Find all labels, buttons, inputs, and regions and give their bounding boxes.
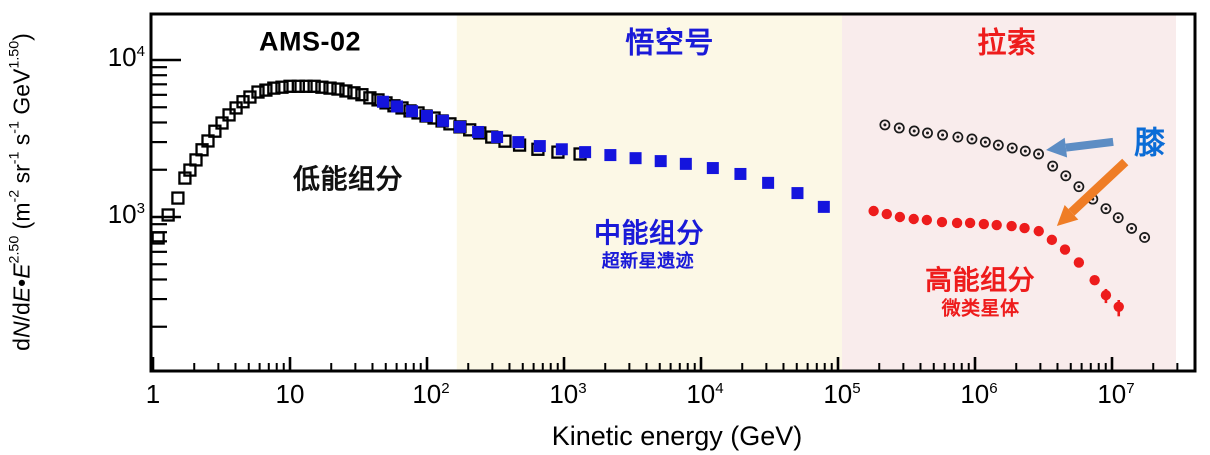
x-tick-label: 103 xyxy=(549,379,587,409)
x-tick-label: 1 xyxy=(145,379,161,409)
series-wukong-mid-energy xyxy=(376,95,830,213)
lhaaso-region-title: 拉索 xyxy=(977,27,1037,60)
x-tick-label: 10 xyxy=(275,379,305,409)
ams02-region-title: AMS-02 xyxy=(259,26,362,57)
x-tick-label: 107 xyxy=(1097,379,1135,409)
knee-arrow-orange xyxy=(1056,158,1129,226)
low-energy-component-label: 低能组分 xyxy=(292,164,403,195)
x-tick-label: 105 xyxy=(823,379,861,409)
high-energy-component-label: 高能组分 xyxy=(925,265,1036,296)
series-lhaaso-circled-dots xyxy=(879,119,1151,243)
knee-arrow-blue xyxy=(1046,137,1114,158)
wukong-region-title: 悟空号 xyxy=(625,27,714,60)
y-tick-label: 104 xyxy=(107,42,145,72)
wukong-region xyxy=(456,15,843,370)
x-tick-label: 104 xyxy=(686,379,724,409)
x-axis-label: Kinetic energy (GeV) xyxy=(551,421,803,451)
x-tick-label: 106 xyxy=(960,379,998,409)
knee-label: 膝 xyxy=(1134,125,1166,161)
mid-energy-component-label: 中能组分 xyxy=(593,218,704,249)
ams02-region xyxy=(152,15,457,370)
microquasar-sublabel: 微类星体 xyxy=(941,298,1020,320)
x-tick-label: 102 xyxy=(412,379,450,409)
plot-frame xyxy=(149,12,1197,373)
series-lhaaso-high-energy-red xyxy=(868,205,1124,317)
y-tick-label: 103 xyxy=(107,199,145,229)
y-axis-label: dN/dE•E2.50 (m-2 sr-1 s-1 GeV1.50) xyxy=(6,33,35,351)
supernova-remnant-sublabel: 超新星遗迹 xyxy=(601,250,695,271)
